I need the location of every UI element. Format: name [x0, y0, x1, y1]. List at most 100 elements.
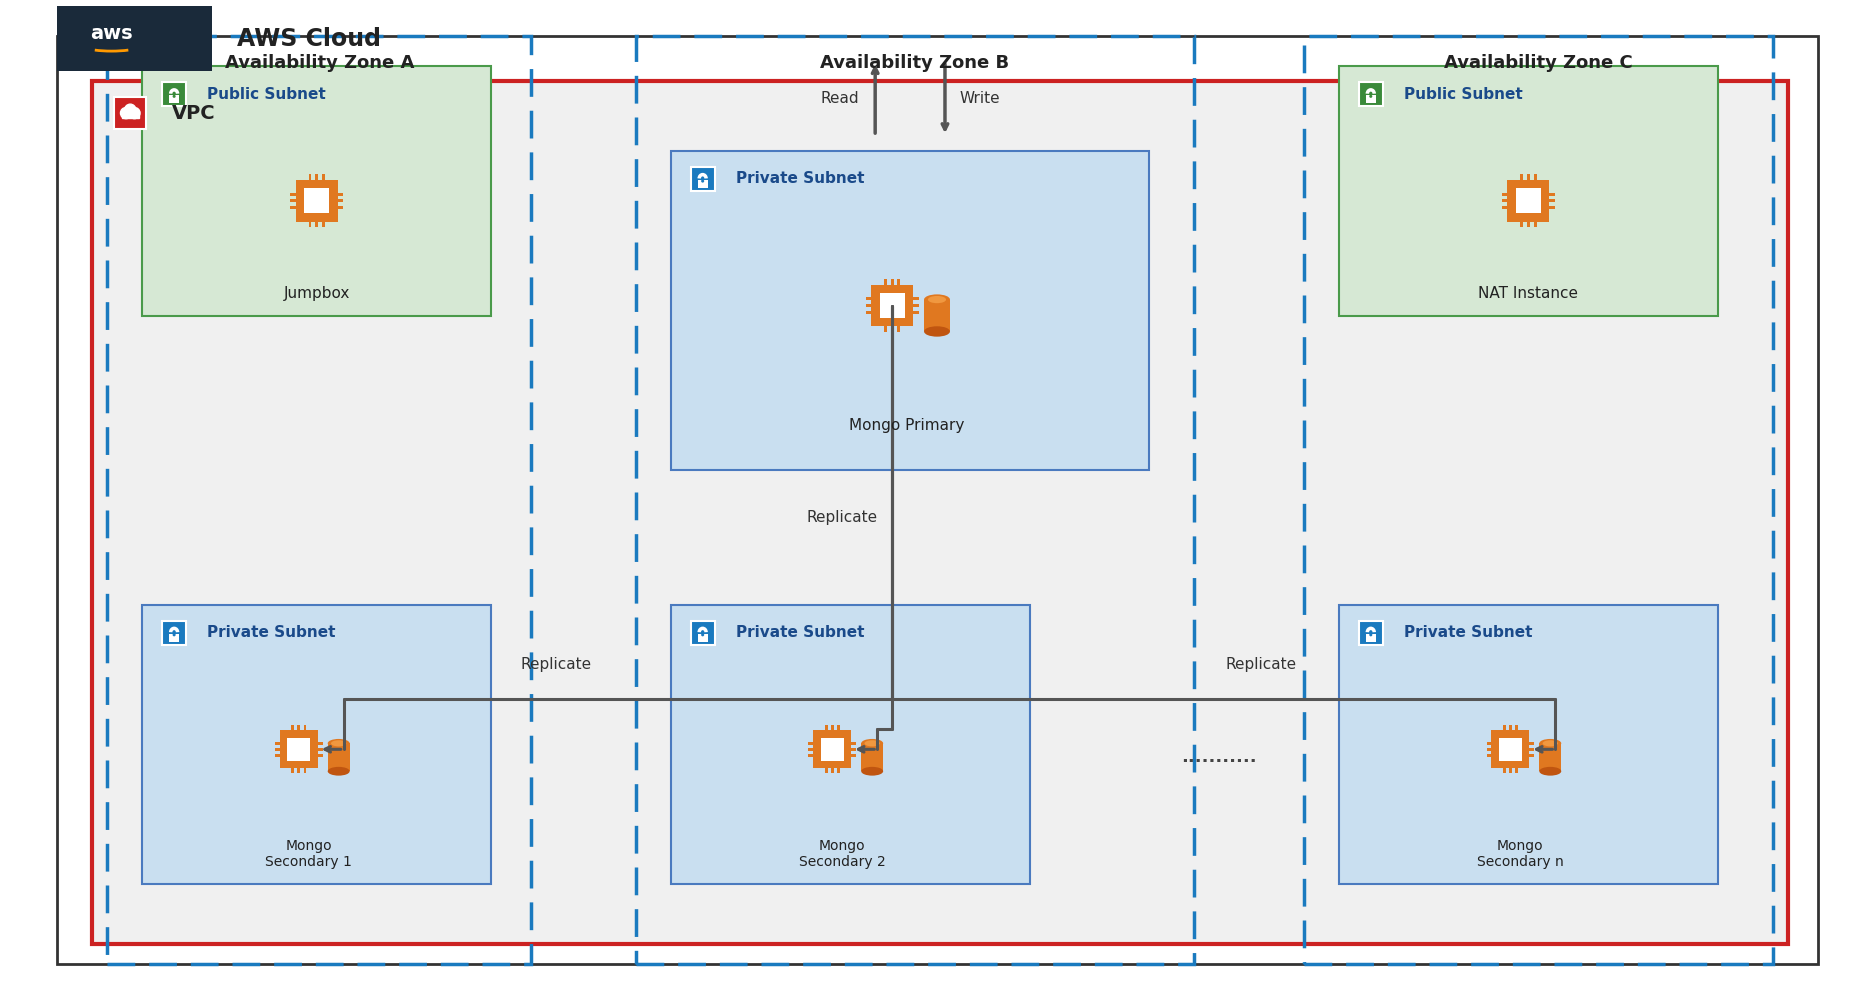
Bar — [276, 748, 279, 751]
Text: Mongo
Secondary n: Mongo Secondary n — [1478, 839, 1564, 869]
Bar — [161, 82, 186, 106]
Bar — [808, 754, 814, 757]
Bar — [821, 738, 844, 761]
Bar — [304, 725, 306, 730]
Bar — [891, 326, 894, 332]
Bar — [161, 621, 186, 645]
Bar — [913, 311, 919, 314]
Bar — [851, 748, 857, 751]
Text: NAT Instance: NAT Instance — [1478, 286, 1579, 301]
Bar — [1526, 222, 1530, 227]
Bar — [1487, 754, 1491, 757]
Circle shape — [701, 633, 705, 636]
Ellipse shape — [924, 294, 951, 305]
Bar — [883, 326, 887, 332]
Bar — [1509, 768, 1511, 773]
Circle shape — [129, 107, 141, 119]
Bar — [1339, 66, 1718, 316]
Bar — [1549, 206, 1554, 209]
Bar — [1530, 748, 1534, 751]
Circle shape — [172, 633, 176, 636]
Bar — [1487, 742, 1491, 745]
Text: Mongo Primary: Mongo Primary — [849, 418, 966, 433]
Bar — [851, 742, 857, 745]
Bar — [291, 206, 296, 209]
Ellipse shape — [861, 739, 883, 748]
Bar — [287, 738, 309, 761]
Ellipse shape — [1539, 739, 1562, 748]
Bar — [1504, 725, 1506, 730]
Bar — [1534, 222, 1536, 227]
Bar — [322, 174, 324, 180]
Bar — [1502, 206, 1508, 209]
Bar — [328, 743, 349, 771]
Bar — [317, 748, 322, 751]
Bar — [690, 167, 714, 191]
Bar — [296, 180, 338, 222]
Bar — [872, 285, 913, 326]
Ellipse shape — [924, 326, 951, 337]
Text: Replicate: Replicate — [519, 657, 591, 672]
Bar — [814, 730, 851, 768]
Circle shape — [701, 180, 705, 183]
Circle shape — [124, 104, 135, 115]
Bar — [898, 279, 900, 285]
Bar — [879, 293, 906, 318]
Text: Replicate: Replicate — [806, 510, 878, 525]
Ellipse shape — [1539, 767, 1562, 776]
Bar — [690, 621, 714, 645]
Bar — [58, 6, 212, 71]
Bar — [114, 97, 146, 129]
Bar — [92, 81, 1787, 944]
Bar — [1526, 174, 1530, 180]
Text: Read: Read — [821, 91, 859, 106]
Bar — [291, 725, 294, 730]
Bar — [831, 725, 834, 730]
Text: Availability Zone A: Availability Zone A — [225, 54, 414, 72]
Text: Mongo
Secondary 1: Mongo Secondary 1 — [266, 839, 352, 869]
Ellipse shape — [328, 739, 349, 748]
Bar — [831, 768, 834, 773]
Bar — [169, 634, 180, 642]
Text: Private Subnet: Private Subnet — [735, 625, 864, 640]
Bar — [698, 634, 707, 642]
Ellipse shape — [328, 767, 349, 776]
Bar — [1530, 742, 1534, 745]
Text: ...........: ........... — [1181, 748, 1256, 766]
Bar — [315, 222, 319, 227]
Bar — [866, 297, 872, 300]
Bar — [1502, 199, 1508, 202]
Text: aws: aws — [90, 24, 133, 43]
Text: Availability Zone C: Availability Zone C — [1444, 54, 1633, 72]
Bar — [883, 279, 887, 285]
Bar — [1521, 174, 1522, 180]
Text: Public Subnet: Public Subnet — [206, 87, 326, 102]
Circle shape — [120, 107, 131, 119]
Bar — [1491, 730, 1530, 768]
Bar — [276, 754, 279, 757]
Ellipse shape — [928, 296, 947, 303]
Bar — [913, 297, 919, 300]
Bar — [866, 311, 872, 314]
Bar — [142, 605, 491, 884]
Bar — [142, 66, 491, 316]
Text: Write: Write — [960, 91, 999, 106]
Text: Jumpbox: Jumpbox — [283, 286, 351, 301]
Bar — [1534, 174, 1536, 180]
Bar — [169, 95, 180, 103]
Bar — [291, 193, 296, 196]
Bar — [825, 725, 827, 730]
Bar — [1515, 725, 1517, 730]
Bar — [808, 748, 814, 751]
Bar — [1498, 738, 1522, 761]
Bar — [1365, 634, 1376, 642]
Bar — [1539, 743, 1562, 771]
Bar — [1549, 193, 1554, 196]
Bar — [1303, 36, 1772, 964]
Text: Mongo
Secondary 2: Mongo Secondary 2 — [799, 839, 885, 869]
Bar — [1365, 95, 1376, 103]
Bar — [1339, 605, 1718, 884]
Bar — [291, 768, 294, 773]
Bar — [836, 768, 840, 773]
Circle shape — [1369, 95, 1372, 98]
